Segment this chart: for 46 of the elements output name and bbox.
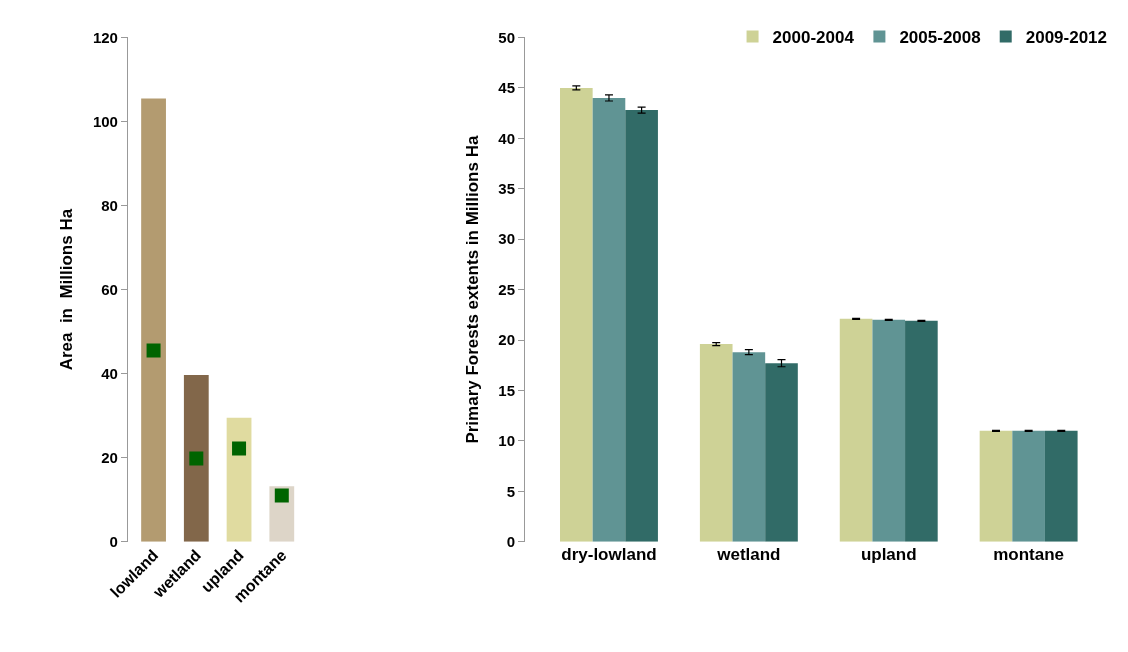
bar: [979, 430, 1013, 542]
x-tick-label: wetland: [716, 544, 781, 564]
bar: [905, 320, 938, 542]
y-tick-label: 0: [506, 533, 516, 550]
point: [274, 488, 289, 503]
y-tick-label: 0: [109, 533, 118, 550]
bar: [1012, 430, 1045, 542]
bar: [625, 110, 658, 542]
y-tick-label: 20: [498, 331, 516, 349]
legend-label: 2000-2004: [772, 28, 855, 48]
point: [146, 343, 161, 358]
y-tick-label: 15: [498, 381, 516, 399]
y-tick-label: 35: [498, 179, 516, 197]
y-tick-label: 60: [101, 280, 118, 298]
bar: [732, 352, 766, 542]
x-tick-label: upland: [860, 544, 917, 564]
legend-label: 2009-2012: [1025, 28, 1108, 48]
point: [232, 441, 247, 456]
y-tick-label: 30: [498, 230, 516, 248]
x-tick-label: montane: [993, 544, 1065, 564]
y-tick-label: 20: [101, 448, 118, 466]
y-tick-label: 5: [506, 482, 516, 500]
y-tick-label: 45: [498, 79, 516, 97]
y-tick-label: 25: [498, 280, 516, 298]
bar: [183, 374, 209, 542]
y-tick-label: 50: [498, 28, 516, 46]
bar: [872, 319, 906, 542]
bar: [839, 318, 873, 542]
point: [189, 451, 204, 466]
legend-label: 2005-2008: [899, 28, 981, 48]
y-tick-label: 10: [498, 432, 516, 450]
y-tick-label: 40: [101, 364, 118, 382]
bar: [1044, 430, 1078, 542]
x-tick-label: dry-lowland: [561, 544, 657, 564]
bar: [226, 417, 252, 542]
y-axis-title: Primary Forests extents in Millions Ha: [462, 135, 482, 444]
y-tick-label: 80: [101, 196, 118, 214]
bar: [560, 87, 593, 542]
bar: [141, 98, 166, 542]
bar: [765, 363, 798, 542]
y-tick-label: 40: [498, 129, 516, 147]
y-tick-label: 120: [92, 28, 118, 46]
bar: [592, 97, 626, 542]
bar: [699, 344, 733, 542]
y-tick-label: 100: [92, 112, 118, 130]
y-axis-title: Area in Millions Ha: [57, 208, 77, 371]
